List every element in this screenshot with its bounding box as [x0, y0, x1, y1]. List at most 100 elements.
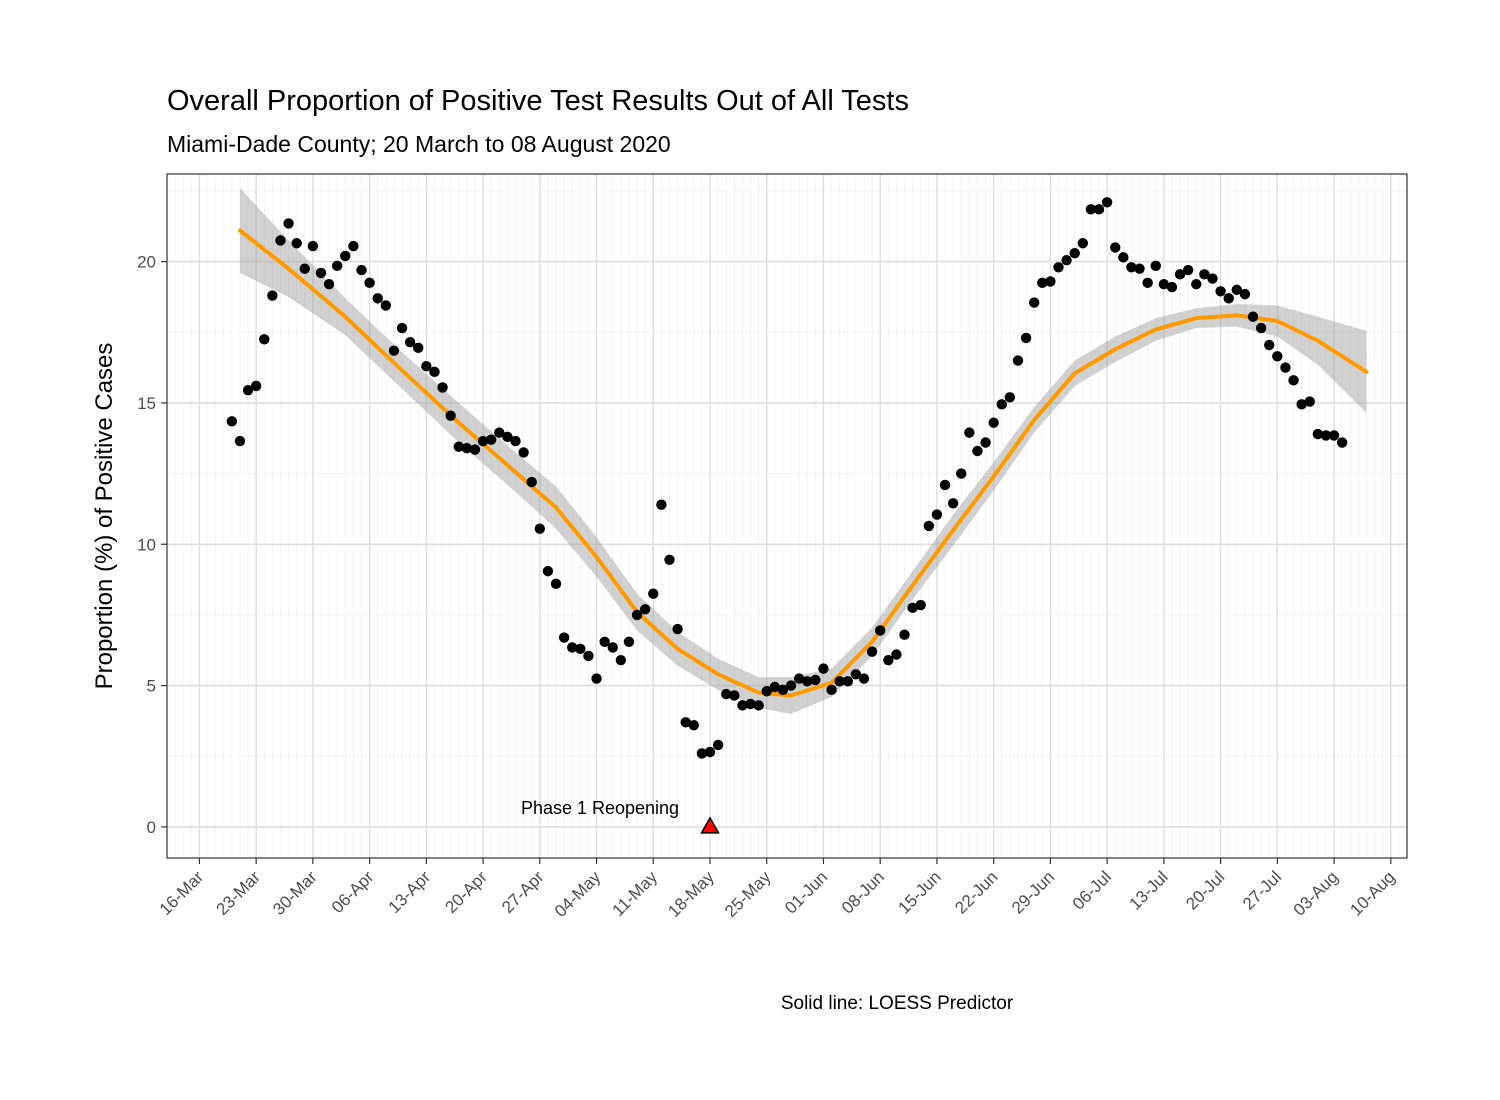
data-point: [469, 444, 481, 455]
data-point: [680, 717, 691, 728]
data-point: [1336, 437, 1348, 448]
data-point: [1101, 197, 1113, 208]
x-tick-label: 06-Apr: [328, 867, 378, 917]
data-point: [1223, 293, 1234, 304]
data-point: [777, 684, 789, 696]
chart-caption: Solid line: LOESS Predictor: [781, 993, 1014, 1014]
data-point: [445, 410, 456, 421]
data-point: [1150, 260, 1161, 272]
data-point: [1093, 204, 1105, 215]
data-point: [1304, 396, 1315, 407]
data-point: [1199, 269, 1210, 280]
data-point: [1118, 252, 1129, 263]
y-tick-label: 20: [137, 253, 156, 272]
x-tick-label: 25-May: [721, 867, 775, 921]
data-point: [437, 382, 448, 393]
data-point: [672, 623, 683, 635]
data-point: [1020, 332, 1032, 344]
data-points: [226, 197, 1348, 759]
data-point: [1280, 362, 1291, 373]
data-point: [850, 669, 862, 680]
data-point: [380, 300, 392, 311]
data-point: [696, 748, 708, 759]
x-tick-label: 08-Jun: [838, 867, 888, 917]
data-point: [226, 416, 238, 427]
data-point: [988, 417, 999, 428]
data-point: [291, 238, 302, 249]
data-point: [1012, 355, 1024, 366]
data-point: [1110, 242, 1121, 253]
x-axis: 16-Mar 23-Mar 30-Mar 06-Apr 13-Apr 20-Apr 27-A…: [156, 858, 1399, 921]
data-point: [518, 447, 529, 458]
data-point: [639, 604, 651, 615]
x-tick-label: 13-Jul: [1126, 867, 1172, 913]
data-point: [947, 498, 959, 509]
data-point: [1037, 277, 1048, 289]
data-point: [729, 690, 740, 701]
data-point: [534, 523, 546, 534]
data-point: [502, 431, 513, 443]
data-point: [234, 435, 246, 447]
data-point: [664, 554, 675, 566]
data-point: [388, 345, 400, 356]
data-point: [1158, 279, 1170, 290]
data-point: [372, 293, 383, 304]
x-tick-label: 22-Jun: [951, 867, 1001, 917]
x-tick-label: 20-Apr: [441, 867, 491, 917]
data-point: [1061, 255, 1072, 266]
x-tick-label: 06-Jul: [1069, 867, 1115, 913]
data-point: [1239, 288, 1251, 300]
data-point: [753, 700, 764, 711]
data-point: [1077, 238, 1089, 249]
x-tick-label: 13-Apr: [385, 867, 435, 917]
data-point: [826, 684, 837, 696]
data-point: [761, 686, 772, 697]
chart-subtitle: Miami-Dade County; 20 March to 08 August…: [167, 131, 671, 157]
data-point: [567, 642, 578, 653]
phase1-annotation-label: Phase 1 Reopening: [521, 798, 679, 818]
data-point: [1320, 430, 1332, 441]
chart-title: Overall Proportion of Positive Test Resu…: [167, 85, 909, 117]
x-tick-label: 20-Jul: [1182, 867, 1228, 913]
data-point: [1264, 339, 1275, 351]
data-point: [315, 267, 327, 279]
data-point: [1272, 351, 1283, 362]
panel-background: [167, 174, 1407, 858]
data-point: [964, 427, 975, 438]
data-point: [542, 565, 554, 577]
data-point: [858, 673, 870, 684]
data-point: [972, 445, 983, 457]
data-point: [1028, 297, 1040, 308]
data-point: [575, 643, 586, 655]
x-tick-label: 15-Jun: [895, 867, 945, 917]
data-point: [1045, 276, 1056, 287]
x-tick-label: 29-Jun: [1008, 867, 1058, 917]
x-tick-label: 03-Aug: [1290, 867, 1342, 919]
data-point: [1174, 269, 1186, 280]
data-point: [875, 625, 886, 636]
data-point: [404, 336, 416, 348]
data-point: [1191, 279, 1202, 290]
data-point: [785, 680, 797, 691]
data-point: [1085, 204, 1097, 215]
loess-line: [237, 228, 1369, 698]
data-point: [1215, 286, 1226, 297]
data-point: [1247, 311, 1259, 322]
data-point: [712, 739, 724, 751]
data-point: [413, 342, 424, 354]
panel-border: [166, 173, 1408, 859]
data-point: [364, 277, 375, 289]
data-point: [583, 650, 594, 662]
data-point: [1328, 430, 1340, 441]
data-point: [931, 509, 943, 520]
data-point: [1069, 247, 1080, 259]
data-point: [348, 240, 359, 252]
data-point: [356, 264, 367, 276]
data-point: [793, 673, 805, 684]
data-point: [834, 676, 845, 687]
data-point: [591, 673, 602, 684]
data-point: [242, 385, 254, 396]
data-point: [956, 468, 967, 479]
data-point: [623, 636, 635, 647]
